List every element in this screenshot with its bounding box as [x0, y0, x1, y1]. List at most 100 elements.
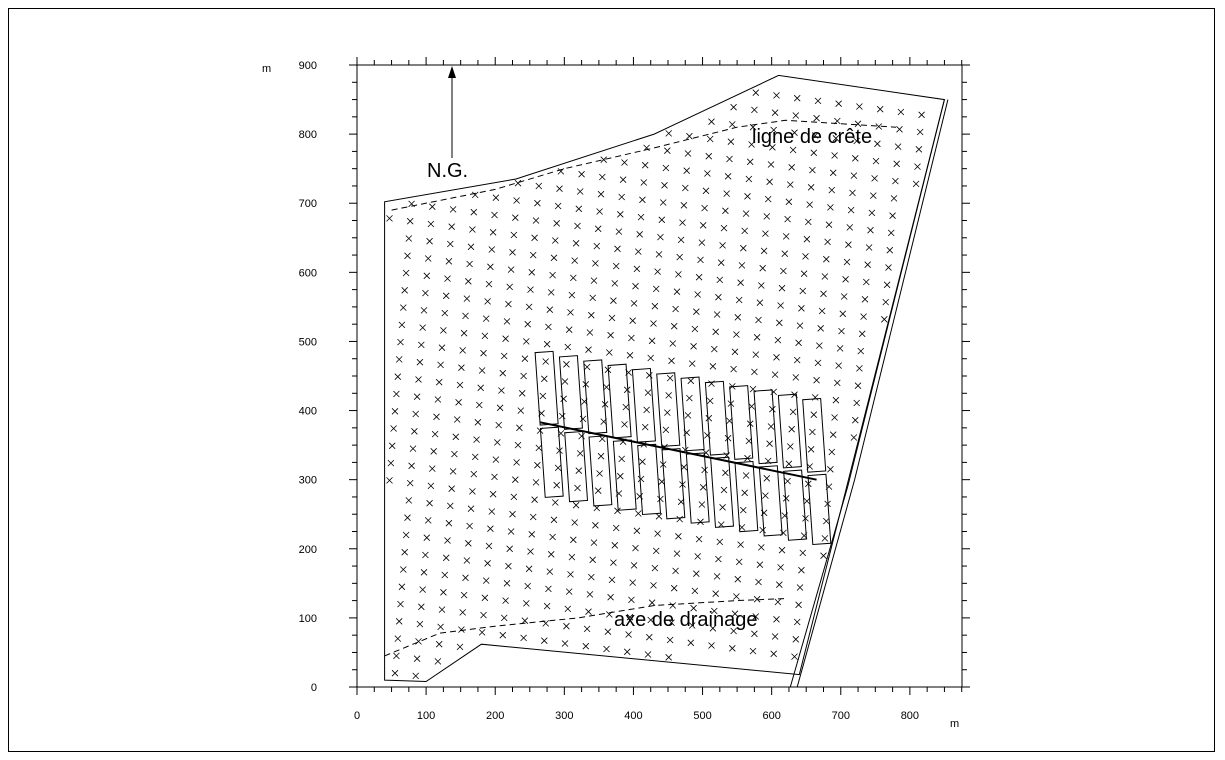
sample-cross-icon [547, 289, 555, 296]
sample-cross-icon [805, 218, 812, 226]
sample-cross-icon [758, 544, 765, 551]
sample-cross-icon [670, 584, 678, 592]
plot-lower [612, 439, 637, 511]
sample-cross-icon [730, 103, 737, 111]
sample-cross-icon [766, 440, 773, 447]
sample-cross-icon [752, 89, 760, 96]
sample-cross-icon [608, 576, 616, 584]
sample-cross-icon [625, 631, 632, 638]
sample-cross-icon [717, 521, 725, 528]
sample-cross-icon [525, 565, 533, 573]
sample-cross-icon [852, 155, 859, 162]
sample-cross-icon [437, 623, 444, 631]
plot-lower [539, 426, 564, 498]
sample-cross-icon [780, 267, 787, 275]
sample-cross-icon [753, 334, 761, 341]
sample-cross-icon [679, 481, 686, 488]
sample-cross-icon [831, 152, 838, 159]
sample-cross-icon [542, 620, 549, 627]
sample-cross-icon [431, 430, 439, 438]
sample-cross-icon [792, 374, 800, 381]
sample-cross-icon [576, 450, 584, 457]
sample-cross-icon [738, 262, 746, 269]
sample-cross-icon [560, 395, 567, 403]
sample-cross-icon [695, 535, 703, 543]
sample-cross-icon [629, 579, 636, 586]
sample-cross-icon [704, 432, 711, 439]
sample-cross-icon [712, 328, 719, 336]
sample-cross-icon [415, 638, 422, 645]
sample-cross-icon [397, 338, 404, 346]
sample-cross-icon [619, 438, 627, 445]
sample-cross-icon [662, 164, 670, 172]
sample-cross-icon [763, 213, 771, 220]
x-tick-label: 200 [486, 710, 504, 722]
sample-cross-icon [831, 414, 838, 421]
sample-cross-icon [809, 428, 816, 436]
sample-cross-icon [565, 326, 573, 333]
sample-cross-icon [690, 343, 697, 350]
y-tick-label: 800 [299, 129, 317, 141]
sample-cross-icon [565, 588, 573, 595]
sample-cross-icon [875, 123, 883, 130]
sample-cross-icon [639, 458, 646, 465]
sample-cross-icon [802, 253, 809, 260]
sample-cross-icon [686, 132, 693, 140]
sample-cross-icon [626, 352, 634, 359]
sample-cross-icon [655, 251, 663, 258]
sample-cross-icon [737, 541, 744, 548]
sample-cross-icon [629, 317, 636, 324]
sample-cross-icon [466, 260, 473, 268]
sample-cross-icon [456, 643, 464, 651]
sample-cross-icon [646, 633, 653, 641]
sample-cross-icon [442, 554, 450, 562]
sample-cross-icon [469, 226, 476, 233]
sample-cross-icon [709, 363, 717, 370]
sample-cross-icon [444, 537, 451, 544]
sample-cross-icon [393, 390, 400, 398]
sample-cross-icon [618, 455, 625, 463]
sample-cross-icon [517, 407, 525, 414]
sample-cross-icon [441, 309, 449, 317]
sample-cross-icon [485, 542, 493, 550]
sample-cross-icon [773, 616, 780, 623]
sample-cross-icon [825, 221, 833, 228]
sample-cross-icon [427, 220, 435, 228]
sample-cross-icon [589, 556, 596, 564]
sample-cross-icon [409, 445, 417, 452]
sample-cross-icon [748, 403, 755, 410]
plot-group [704, 380, 734, 528]
sample-cross-icon [412, 410, 419, 418]
sample-cross-icon [571, 257, 578, 264]
sample-cross-icon [606, 349, 613, 356]
sample-cross-icon [664, 409, 671, 416]
sample-cross-icon [488, 246, 496, 253]
sample-cross-icon [788, 164, 795, 171]
sample-cross-icon [719, 504, 726, 511]
sample-cross-icon [734, 314, 742, 321]
sample-cross-icon [896, 126, 903, 133]
sample-cross-icon [769, 405, 776, 413]
sample-cross-icon [462, 312, 469, 320]
sample-cross-icon [593, 504, 601, 512]
sample-cross-icon [387, 459, 395, 467]
sample-cross-icon [809, 166, 816, 174]
sample-cross-icon [738, 524, 746, 531]
sample-cross-icon [614, 245, 621, 253]
sample-cross-icon [556, 447, 563, 454]
sample-cross-icon [420, 307, 428, 314]
sample-cross-icon [635, 248, 642, 255]
sample-cross-icon [793, 94, 801, 102]
sample-cross-icon [824, 238, 831, 246]
sample-cross-icon [846, 224, 854, 231]
sample-cross-icon [699, 222, 707, 229]
sample-cross-icon [658, 478, 666, 485]
sample-cross-icon [503, 580, 511, 587]
sample-cross-icon [484, 560, 491, 567]
sample-cross-icon [599, 435, 606, 443]
sample-cross-icon [834, 379, 841, 387]
sample-cross-icon [784, 477, 791, 485]
sample-cross-icon [755, 578, 762, 586]
sample-cross-icon [800, 270, 808, 277]
sample-cross-icon [600, 418, 607, 425]
